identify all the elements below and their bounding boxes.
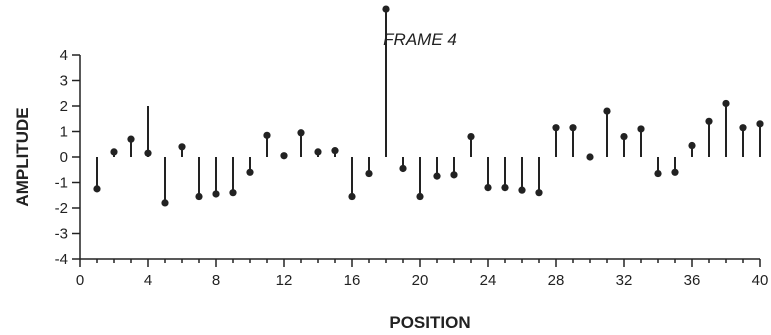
x-tick-label: 4 (144, 272, 152, 289)
stem-head (416, 192, 424, 201)
stem-head (654, 169, 662, 178)
x-tick-label: 40 (752, 272, 769, 289)
stem-head (637, 125, 645, 133)
x-tick-label: 0 (76, 272, 84, 289)
y-ticks: -4 -3 -2 -1 0 1 2 3 4 (55, 47, 80, 268)
annotation-label: FRAME 4 (383, 30, 457, 49)
stem-head (722, 99, 730, 108)
stem-head (212, 190, 220, 198)
stem-head (263, 131, 271, 139)
y-tick-label: 4 (60, 47, 68, 64)
x-tick-label: 12 (276, 272, 293, 289)
x-tick-label: 20 (412, 272, 429, 289)
stem-head (620, 133, 628, 141)
stem-head (756, 120, 764, 128)
x-tick-label: 8 (212, 272, 220, 289)
y-axis-title: AMPLITUDE (13, 107, 32, 206)
stem-head (382, 5, 390, 13)
stem-head (348, 192, 356, 201)
x-tick-label: 28 (548, 272, 565, 289)
stem-head (178, 143, 186, 151)
stem-head (110, 148, 118, 156)
y-tick-label: 3 (60, 73, 68, 90)
stem-head (535, 189, 543, 197)
stem-head (229, 189, 237, 197)
stem-head (280, 152, 288, 160)
x-tick-label: 24 (480, 272, 497, 289)
stem-head (144, 149, 152, 157)
y-tick-label: 0 (60, 149, 68, 166)
stems (93, 5, 764, 207)
stem-head (127, 135, 135, 143)
y-tick-label: -3 (55, 226, 68, 243)
stem-head (484, 184, 492, 192)
stem-head (433, 172, 441, 180)
stem-head (161, 199, 169, 207)
x-tick-label: 16 (344, 272, 361, 289)
stem-head (399, 164, 407, 173)
stem-head (246, 168, 254, 176)
y-tick-label: 1 (60, 124, 68, 141)
stem-head (552, 124, 560, 132)
stem-head (195, 192, 203, 201)
stem-head (501, 184, 509, 192)
stem-head (688, 141, 696, 150)
y-tick-label: -2 (55, 200, 68, 217)
stem-head (705, 117, 713, 125)
stem-head (671, 168, 679, 176)
stem-head (586, 153, 594, 161)
stem-head (365, 169, 373, 178)
stem-head (314, 148, 322, 156)
y-tick-label: 2 (60, 98, 68, 115)
x-ticks: 0 4 8 12 16 20 24 28 32 36 40 (76, 259, 769, 289)
y-tick-label: -1 (55, 175, 68, 192)
x-axis-title: POSITION (389, 313, 470, 332)
stem-head (603, 107, 611, 115)
stem-head (331, 147, 339, 155)
stem-head (297, 129, 305, 137)
stem-head (569, 124, 577, 132)
y-tick-label: -4 (55, 251, 68, 268)
stem-head (93, 185, 101, 193)
stem-head (518, 186, 526, 194)
x-tick-label: 36 (684, 272, 701, 289)
stem-head (739, 124, 747, 132)
x-tick-label: 32 (616, 272, 633, 289)
stem-head (450, 171, 458, 179)
stem-head (467, 133, 475, 141)
